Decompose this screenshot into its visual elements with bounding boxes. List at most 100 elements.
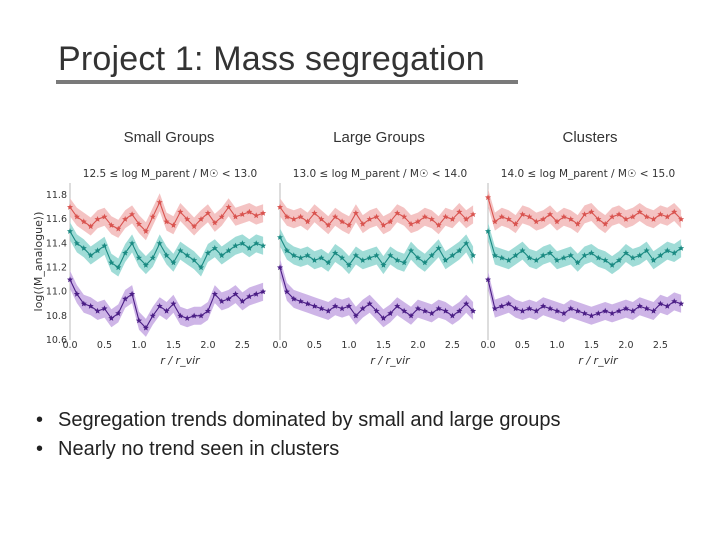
data-point-star — [394, 210, 401, 216]
data-point-star — [184, 252, 191, 259]
data-point-star — [636, 208, 643, 215]
data-point-star — [156, 199, 163, 205]
x-tick-label: 0.5 — [97, 340, 112, 351]
data-point-star — [142, 261, 149, 268]
data-point-star — [283, 288, 290, 295]
data-point-star — [588, 312, 595, 319]
data-point-star — [595, 254, 602, 261]
data-point-star — [211, 290, 218, 297]
data-point-star — [177, 247, 184, 254]
data-point-star — [373, 252, 380, 259]
x-tick-label: 2.0 — [410, 340, 425, 351]
data-point-star — [177, 208, 184, 215]
data-point-star — [498, 254, 505, 261]
data-point-star — [260, 210, 267, 216]
x-axis-label: r / r_vir — [370, 354, 411, 367]
data-point-star — [435, 222, 442, 228]
data-point-star — [581, 211, 588, 217]
data-point-star — [318, 216, 325, 222]
data-point-star — [664, 247, 671, 254]
data-point-star — [678, 216, 685, 222]
x-axis-label: r / r_vir — [160, 354, 201, 367]
x-tick-label: 2.0 — [618, 340, 633, 351]
data-point-star — [678, 245, 685, 251]
data-point-star — [311, 210, 318, 216]
data-point-star — [533, 257, 540, 263]
data-point-star — [304, 218, 311, 225]
data-point-star — [135, 317, 142, 324]
data-point-star — [602, 307, 609, 314]
data-point-star — [442, 307, 449, 314]
data-point-star — [318, 305, 325, 312]
data-point-star — [163, 307, 170, 314]
data-point-star — [491, 305, 498, 312]
series-error-band — [70, 270, 264, 337]
data-point-star — [463, 300, 470, 307]
data-point-star — [512, 220, 519, 227]
data-point-star — [470, 307, 477, 314]
data-point-star — [394, 257, 401, 263]
data-point-star — [359, 305, 366, 312]
data-point-star — [560, 254, 567, 261]
data-point-star — [218, 298, 225, 304]
data-point-star — [366, 254, 373, 261]
data-point-star — [421, 213, 428, 220]
data-point-star — [428, 310, 435, 316]
data-point-star — [198, 312, 205, 319]
data-point-star — [170, 259, 177, 266]
data-point-star — [373, 307, 380, 314]
data-point-star — [435, 305, 442, 312]
data-point-star — [170, 300, 177, 307]
data-point-star — [567, 252, 574, 259]
data-point-star — [629, 213, 636, 220]
y-tick-label: 11.2 — [46, 263, 67, 274]
data-point-star — [115, 225, 122, 232]
data-point-star — [485, 276, 491, 283]
data-point-star — [671, 249, 678, 256]
data-point-star — [380, 315, 387, 321]
data-point-star — [657, 252, 664, 259]
data-point-star — [401, 259, 408, 266]
data-point-star — [191, 312, 198, 319]
series-error-band — [280, 228, 474, 275]
data-point-star — [149, 254, 156, 261]
data-point-star — [553, 307, 560, 314]
data-point-star — [142, 228, 149, 234]
x-tick-label: 2.5 — [235, 340, 250, 351]
data-point-star — [636, 252, 643, 259]
data-point-star — [253, 212, 260, 219]
data-point-star — [553, 257, 560, 263]
data-point-star — [142, 324, 149, 331]
data-point-star — [540, 303, 547, 309]
data-point-star — [101, 305, 108, 312]
data-point-star — [122, 216, 129, 222]
y-tick-label: 11.0 — [46, 287, 67, 298]
data-point-star — [290, 216, 297, 222]
data-point-star — [602, 220, 609, 227]
data-point-star — [526, 254, 533, 261]
data-point-star — [115, 264, 122, 271]
data-point-star — [332, 213, 339, 220]
data-point-star — [163, 218, 170, 225]
data-point-star — [373, 213, 380, 220]
data-point-star — [595, 216, 602, 222]
data-point-star — [129, 290, 136, 297]
data-point-star — [643, 247, 650, 254]
data-point-star — [560, 310, 567, 316]
data-point-star — [135, 254, 142, 261]
bullet-item: • Segregation trends dominated by small a… — [30, 406, 561, 435]
data-point-star — [449, 216, 456, 222]
data-point-star — [311, 303, 318, 309]
data-point-star — [629, 307, 636, 314]
data-point-star — [277, 204, 283, 210]
data-point-star — [170, 222, 177, 228]
data-point-star — [540, 252, 547, 259]
data-point-star — [463, 216, 470, 222]
x-tick-label: 0.5 — [307, 340, 322, 351]
data-point-star — [616, 211, 623, 217]
data-point-star — [408, 312, 415, 319]
data-point-star — [588, 208, 595, 215]
data-point-star — [650, 307, 657, 314]
data-point-star — [352, 312, 359, 319]
data-point-star — [602, 257, 609, 263]
